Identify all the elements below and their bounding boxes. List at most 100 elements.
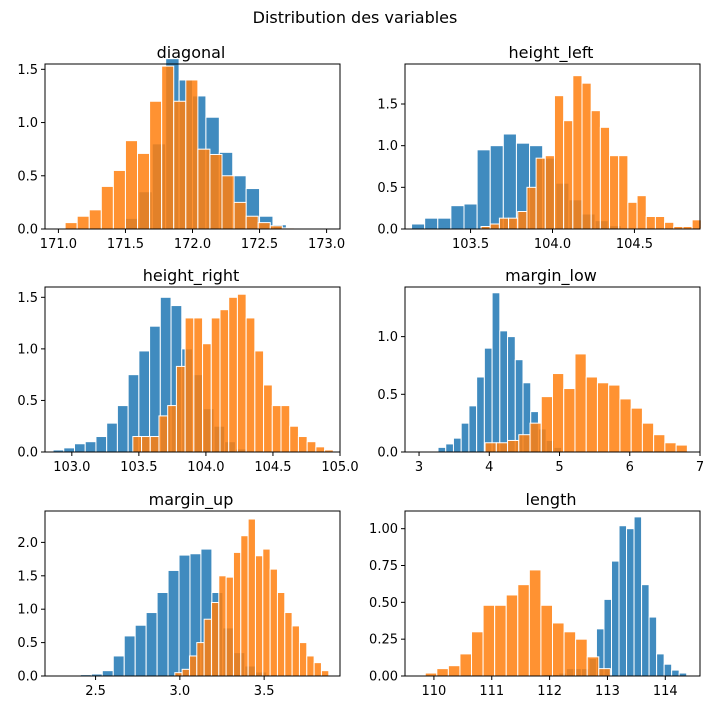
bar-series-b: [586, 656, 600, 677]
panel-height-left: height_left 103.5 104.0 104.5 0.0 0.5 1.0 1.5: [377, 43, 702, 252]
bar-series-b: [664, 442, 677, 453]
bar-series-b: [528, 569, 542, 677]
plot-frame: [44, 286, 341, 453]
bar-series-b: [563, 631, 577, 677]
x-tick-label: 6: [626, 460, 634, 475]
bar-series-b: [484, 442, 497, 453]
bar-series-b: [112, 169, 126, 230]
bar-series-a: [611, 560, 620, 677]
bar-series-b: [149, 100, 163, 230]
y-tick-label: 0.5: [377, 388, 398, 403]
y-tick-label: 0.5: [17, 394, 38, 409]
bar-series-b: [489, 223, 500, 230]
bar-series-b: [313, 662, 322, 677]
bar-series-b: [257, 222, 271, 230]
x-tick-label: 3.5: [254, 684, 275, 699]
x-tick-label: 104.0: [187, 460, 224, 475]
bar-series-b: [88, 209, 102, 230]
bar-series-a: [648, 616, 658, 677]
bar-series-a: [452, 437, 462, 453]
bar-series-b: [664, 221, 675, 230]
bar-series-a: [134, 624, 147, 677]
bar-series-a: [476, 376, 485, 453]
bar-series-b: [209, 153, 223, 230]
bar-series-b: [247, 518, 256, 677]
bar-series-b: [276, 592, 286, 677]
bar-series-b: [218, 575, 227, 677]
bar-series-b: [284, 612, 293, 677]
bar-series-b: [240, 535, 249, 677]
x-tick-label: 111: [479, 684, 504, 699]
bar-series-b: [210, 602, 220, 677]
plot-frame: [404, 286, 701, 453]
bar-series-a: [626, 528, 635, 677]
bar-series-b: [563, 388, 576, 453]
bar-series-b: [552, 622, 565, 677]
bar-series-b: [320, 670, 330, 677]
y-tick-label: 0.0: [17, 670, 38, 685]
bar-series-b: [482, 604, 496, 677]
bar-series-b: [175, 365, 186, 453]
bar-series-a: [156, 592, 169, 677]
bar-series-b: [306, 441, 317, 453]
bar-series-a: [167, 569, 180, 677]
bar-series-b: [161, 65, 175, 230]
bar-series-b: [574, 353, 587, 453]
y-tick-label: 0.5: [377, 181, 398, 196]
x-tick-label: 104.0: [534, 237, 571, 252]
y-tick-label: 1.5: [377, 98, 398, 113]
bar-series-b: [228, 296, 238, 453]
bar-series-b: [585, 376, 598, 453]
bar-series-a: [656, 653, 665, 677]
panel-title: margin_low: [505, 266, 597, 286]
bar-series-b: [137, 152, 151, 230]
panel-margin-low: margin_low 3 4 5 6 7 0.0 0.5 1.0: [377, 266, 704, 475]
y-tick-label: 1.5: [17, 291, 38, 306]
x-tick-label: 103.5: [452, 237, 489, 252]
bar-series-b: [196, 642, 205, 677]
bar-series-a: [499, 330, 509, 453]
x-tick-label: 171.0: [40, 237, 77, 252]
x-tick-label: 173.0: [308, 237, 345, 252]
panel-length: length 110 111 112 113 114 0.00 0.25 0.50 0.75 1.…: [369, 490, 701, 699]
x-tick-label: 172.0: [174, 237, 211, 252]
bar-series-a: [411, 223, 426, 230]
y-tick-label: 0.75: [369, 559, 398, 574]
bar-series-b: [306, 655, 315, 677]
x-tick-label: 110: [422, 684, 447, 699]
bar-series-a: [95, 436, 108, 453]
bar-series-b: [219, 309, 230, 453]
bar-series-b: [498, 217, 510, 230]
bar-series-a: [633, 516, 643, 677]
bar-series-b: [100, 185, 114, 230]
bar-series-b: [174, 672, 183, 677]
bar-series-b: [167, 405, 177, 453]
bar-series-b: [447, 665, 461, 677]
bar-series-b: [185, 79, 199, 230]
bar-series-b: [280, 405, 291, 453]
bar-series-b: [245, 215, 259, 230]
x-tick-label: 7: [696, 460, 704, 475]
bar-series-b: [254, 350, 265, 453]
bar-series-a: [63, 447, 75, 453]
x-tick-label: 172.5: [241, 237, 278, 252]
bar-series-b: [599, 126, 611, 230]
x-tick-label: 113: [595, 684, 620, 699]
bar-series-a: [502, 133, 517, 230]
bar-series-b: [517, 584, 530, 677]
bar-series-b: [505, 594, 519, 677]
x-tick-label: 112: [537, 684, 562, 699]
x-tick-label: 3: [415, 460, 423, 475]
bar-series-b: [263, 384, 273, 453]
y-tick-label: 0.5: [17, 169, 38, 184]
bar-series-b: [518, 434, 531, 453]
bar-series-b: [553, 95, 565, 230]
bar-series-b: [653, 434, 666, 453]
bar-series-b: [225, 576, 234, 677]
bar-series-a: [101, 670, 114, 677]
bar-series-b: [184, 317, 195, 453]
bar-series-b: [271, 405, 282, 453]
plot-frame: [404, 510, 701, 677]
bar-series-a: [489, 145, 504, 230]
